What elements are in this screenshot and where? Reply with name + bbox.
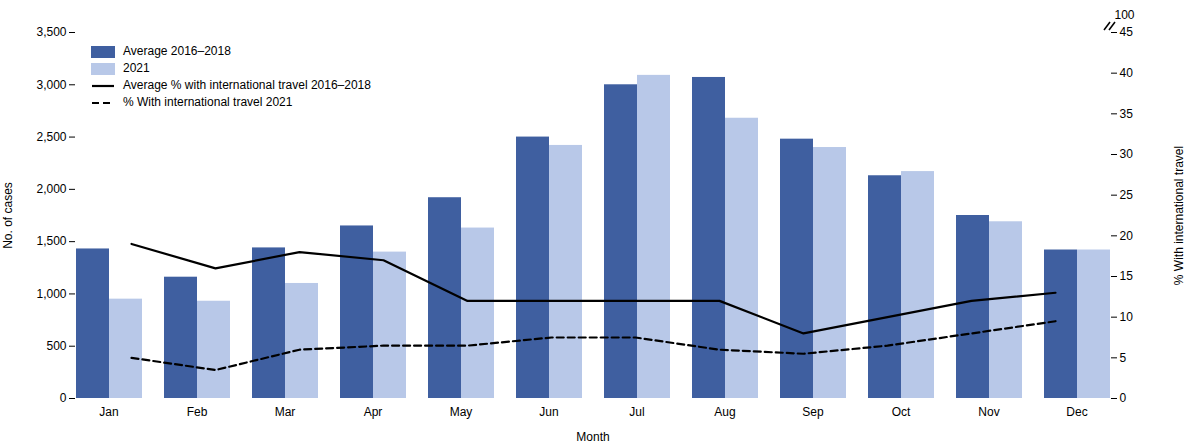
svg-text:20: 20 <box>1120 229 1134 243</box>
svg-text:Aug: Aug <box>714 405 735 419</box>
svg-text:Jan: Jan <box>99 405 118 419</box>
svg-text:5: 5 <box>1120 351 1127 365</box>
svg-text:May: May <box>450 405 473 419</box>
svg-text:500: 500 <box>46 339 66 353</box>
svg-text:3,000: 3,000 <box>36 78 66 92</box>
svg-text:2,000: 2,000 <box>36 182 66 196</box>
html-text:Average 2016–2018: Average 2016–2018 <box>123 44 231 58</box>
svg-text:Dec: Dec <box>1066 405 1087 419</box>
svg-text:1,000: 1,000 <box>36 287 66 301</box>
svg-text:Jul: Jul <box>629 405 644 419</box>
svg-text:No. of cases: No. of cases <box>1 182 15 249</box>
html-text:Average % with international t: Average % with international travel 2016… <box>123 78 371 92</box>
svg-text:1,500: 1,500 <box>36 234 66 248</box>
svg-text:Month: Month <box>576 430 609 443</box>
svg-text:Oct: Oct <box>892 405 911 419</box>
svg-text:3,500: 3,500 <box>36 25 66 39</box>
svg-text:Mar: Mar <box>275 405 296 419</box>
svg-text:40: 40 <box>1120 66 1134 80</box>
svg-text:Feb: Feb <box>187 405 208 419</box>
svg-text:Nov: Nov <box>978 405 999 419</box>
svg-text:Jun: Jun <box>539 405 558 419</box>
svg-text:30: 30 <box>1120 147 1134 161</box>
svg-text:10: 10 <box>1120 310 1134 324</box>
html-text:% With international travel 20: % With international travel 2021 <box>123 95 293 109</box>
svg-text:45: 45 <box>1120 25 1134 39</box>
svg-text:Apr: Apr <box>364 405 383 419</box>
svg-text:35: 35 <box>1120 107 1134 121</box>
svg-text:0: 0 <box>60 391 67 405</box>
svg-text:2,500: 2,500 <box>36 130 66 144</box>
html-text:2021: 2021 <box>123 61 150 75</box>
svg-text:25: 25 <box>1120 188 1134 202</box>
svg-text:100: 100 <box>1115 8 1135 22</box>
svg-text:0: 0 <box>1120 391 1127 405</box>
svg-text:15: 15 <box>1120 269 1134 283</box>
svg-text:% With international travel: % With international travel <box>1172 146 1185 285</box>
svg-text:Sep: Sep <box>802 405 824 419</box>
